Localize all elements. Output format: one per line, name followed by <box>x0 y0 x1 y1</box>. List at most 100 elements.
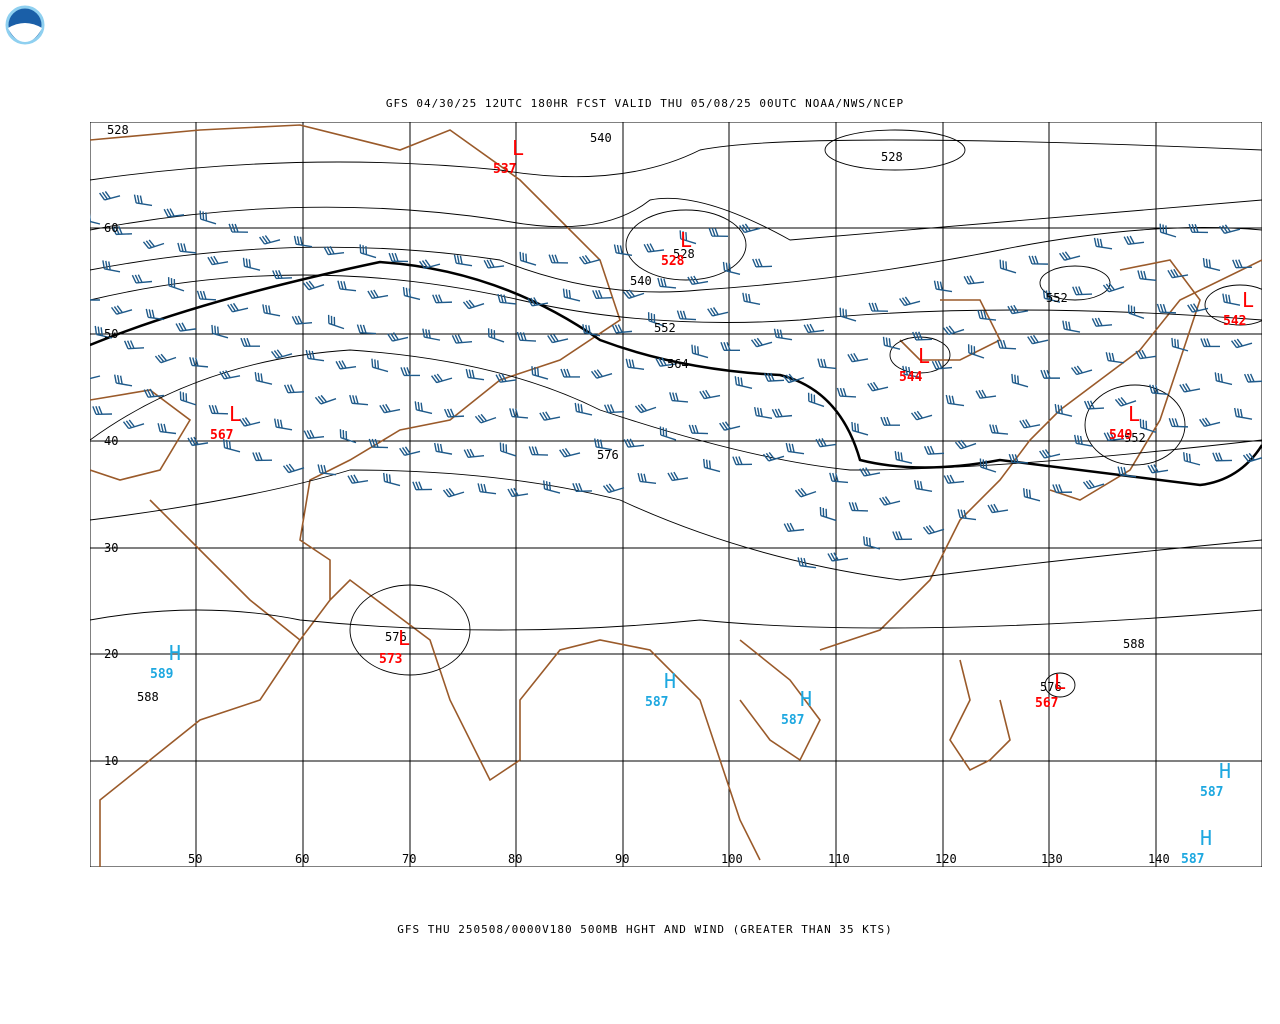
high-symbol: H <box>800 687 812 711</box>
wind-barb <box>509 408 529 419</box>
contour-label: 540 <box>630 274 652 288</box>
wind-barb <box>703 458 721 473</box>
wind-barb <box>863 536 881 550</box>
contour-label: 540 <box>590 131 612 145</box>
low-value: 549 <box>1109 428 1132 443</box>
wind-barb <box>691 344 709 359</box>
wind-barb <box>400 367 420 377</box>
wind-barb <box>474 413 497 424</box>
wind-barb <box>419 259 441 269</box>
wind-barb <box>859 467 881 477</box>
high-value: 587 <box>781 713 804 728</box>
wind-barb <box>443 408 465 418</box>
wind-barb <box>270 349 293 359</box>
wind-barb <box>228 223 249 233</box>
wind-barb <box>707 307 729 317</box>
wind-barb <box>1093 237 1113 250</box>
wind-barb <box>414 401 433 415</box>
low-symbol: L <box>512 136 524 160</box>
wind-barb <box>167 277 185 292</box>
wind-barb <box>388 252 409 263</box>
wind-barb <box>227 302 249 313</box>
wind-barb <box>252 452 273 462</box>
wind-barb <box>499 442 517 457</box>
wind-barb <box>273 418 293 431</box>
wind-barb <box>623 438 645 448</box>
wind-barb <box>347 474 369 484</box>
wind-barb <box>1059 251 1081 261</box>
longitude-label: 80 <box>508 852 522 866</box>
wind-barb <box>142 239 165 250</box>
wind-barb <box>422 328 441 341</box>
wind-barb <box>402 286 421 301</box>
wind-barb <box>495 373 517 383</box>
wind-barb <box>1019 419 1041 429</box>
wind-barb <box>592 289 613 299</box>
wind-barb <box>659 426 677 441</box>
wind-barb <box>899 296 921 307</box>
wind-barb <box>720 342 740 352</box>
wind-barb <box>922 525 945 535</box>
wind-barb <box>574 402 593 416</box>
longitude-label: 100 <box>721 852 743 866</box>
wind-barb <box>1232 259 1253 269</box>
wind-barb <box>829 472 849 484</box>
wind-barb <box>602 483 625 494</box>
wind-barb <box>69 178 88 186</box>
wind-barb <box>1156 303 1177 314</box>
wind-barb <box>367 289 389 300</box>
wind-barb <box>259 235 281 245</box>
wind-barb <box>815 438 837 448</box>
map-caption: GFS THU 250508/0000V180 500MB HGHT AND W… <box>397 923 892 936</box>
wind-barb <box>323 245 345 256</box>
wind-barb <box>462 299 485 310</box>
wind-barb <box>708 227 729 238</box>
wind-barb <box>848 502 869 512</box>
wind-barb <box>442 487 465 498</box>
wind-barb <box>283 384 305 394</box>
wind-barb <box>732 456 753 466</box>
wind-barb <box>762 452 785 462</box>
wind-barb <box>1135 349 1157 360</box>
wind-barb <box>847 352 869 363</box>
wind-barb <box>1242 452 1262 463</box>
noaa-logo <box>5 5 45 45</box>
wind-barb <box>669 392 689 403</box>
longitude-label: 120 <box>935 852 957 866</box>
low-value: 567 <box>1035 696 1058 711</box>
contour-label: 576 <box>597 448 619 462</box>
contour-label: 528 <box>673 247 695 261</box>
latitude-label: 10 <box>104 754 118 768</box>
wind-barb <box>99 191 121 201</box>
wind-barb <box>339 429 357 444</box>
wind-barb <box>996 339 1017 350</box>
wind-barb <box>1187 303 1209 313</box>
wind-barb <box>603 404 625 414</box>
wind-barb <box>1011 373 1029 388</box>
wind-barb <box>655 357 677 367</box>
wind-barb <box>590 369 613 379</box>
wind-barb <box>1167 268 1189 279</box>
contour-label: 552 <box>1124 431 1146 445</box>
wind-barb <box>548 254 569 264</box>
wind-barb <box>199 210 217 225</box>
wind-barb <box>967 344 985 359</box>
low-symbol: L <box>918 344 930 368</box>
wind-barb <box>979 458 997 473</box>
wind-barb <box>131 274 153 284</box>
latitude-label: 30 <box>104 541 118 555</box>
wind-barb <box>1103 431 1125 442</box>
wind-barb <box>913 480 933 493</box>
wind-barb <box>819 506 837 522</box>
wind-barb <box>1114 397 1137 407</box>
wind-barb <box>123 340 145 350</box>
high-symbol: H <box>664 669 676 693</box>
wind-barb <box>1040 369 1060 379</box>
high-symbol: H <box>1200 826 1212 850</box>
wind-barb <box>1233 407 1253 420</box>
wind-barb <box>579 254 601 265</box>
wind-barb <box>643 243 665 253</box>
map-frame <box>90 122 1262 867</box>
wind-barb <box>719 421 741 431</box>
wind-barb <box>611 324 633 334</box>
